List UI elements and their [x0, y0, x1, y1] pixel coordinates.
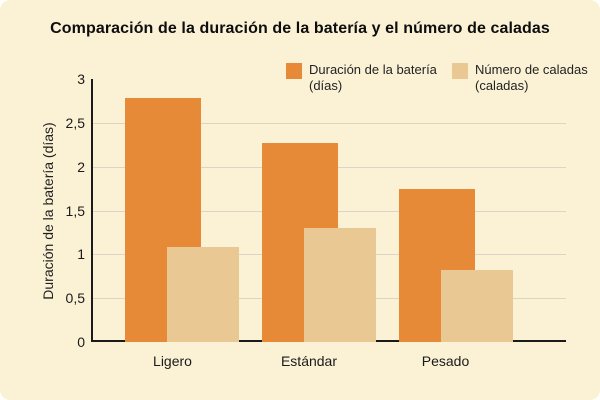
- y-axis-title: Duración de la batería (días): [40, 122, 56, 300]
- legend-item-caladas: Número de caladas (caladas): [452, 62, 588, 94]
- y-tick-label-0-5: 0,5: [65, 290, 85, 307]
- y-tick-label-1-5: 1,5: [65, 202, 85, 219]
- bar-pesado-series1: [441, 270, 513, 342]
- legend-swatch-bateria: [286, 63, 302, 79]
- y-tick-label-0: 0: [77, 334, 85, 350]
- gridline-2-5: [93, 122, 566, 124]
- x-category-label-estandar: Estándar: [280, 353, 338, 369]
- bar-estandar-series1: [304, 228, 376, 342]
- legend: Duración de la batería (días) Número de …: [0, 61, 600, 101]
- legend-label-caladas-line2: (caladas): [475, 78, 529, 93]
- y-tick-label-3: 3: [77, 71, 85, 87]
- legend-label-caladas: Número de caladas (caladas): [475, 62, 588, 94]
- y-tick-label-2-5: 2,5: [65, 114, 85, 131]
- legend-label-bateria-line2: (días): [309, 78, 343, 93]
- x-category-label-pesado: Pesado: [421, 353, 470, 369]
- y-tick-label-2: 2: [77, 158, 85, 175]
- bar-ligero-series1: [167, 247, 239, 342]
- y-axis-line: [91, 79, 93, 342]
- legend-swatch-caladas: [452, 63, 468, 79]
- legend-item-bateria: Duración de la batería (días): [286, 62, 437, 94]
- legend-label-bateria-line1: Duración de la batería: [309, 62, 437, 77]
- x-category-label-ligero: Ligero: [153, 353, 192, 369]
- chart-title: Comparación de la duración de la batería…: [50, 20, 550, 37]
- legend-label-bateria: Duración de la batería (días): [309, 62, 437, 94]
- y-tick-label-1: 1: [77, 246, 85, 263]
- legend-label-caladas-line1: Número de caladas: [475, 62, 588, 77]
